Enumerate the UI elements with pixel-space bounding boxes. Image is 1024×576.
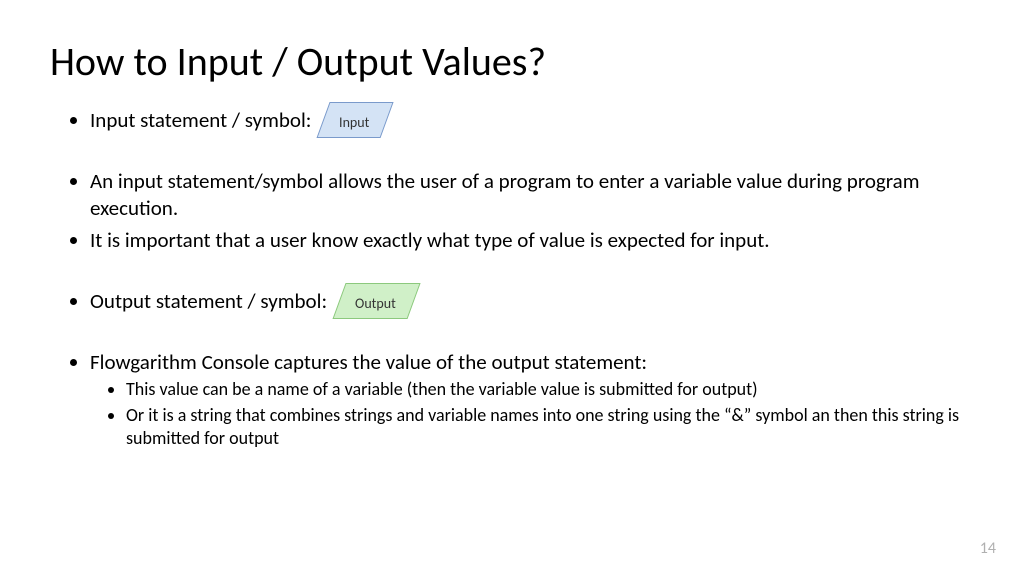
bullet-output-symbol: Output statement / symbol: Output xyxy=(90,283,974,319)
output-parallelogram-icon: Output xyxy=(332,283,420,319)
spacer xyxy=(90,259,974,277)
bullet-text: Output statement / symbol: xyxy=(90,288,327,314)
bullet-text: Input statement / symbol: xyxy=(90,107,311,133)
sub-bullet-string: Or it is a string that combines strings … xyxy=(126,404,974,449)
spacer xyxy=(90,325,974,343)
bullet-input-symbol: Input statement / symbol: Input xyxy=(90,102,974,138)
input-parallelogram-icon: Input xyxy=(317,102,394,138)
bullet-input-desc: An input statement/symbol allows the use… xyxy=(90,168,974,221)
output-shape-label: Output xyxy=(355,295,396,313)
input-shape-label: Input xyxy=(339,114,369,132)
page-number: 14 xyxy=(980,539,996,558)
sub-bullet-variable: This value can be a name of a variable (… xyxy=(126,378,974,401)
spacer xyxy=(90,144,974,162)
bullet-input-important: It is important that a user know exactly… xyxy=(90,227,974,253)
bullet-console-text: Flowgarithm Console captures the value o… xyxy=(90,349,647,375)
slide-title: How to Input / Output Values? xyxy=(50,40,974,84)
slide: How to Input / Output Values? Input stat… xyxy=(0,0,1024,576)
bullet-list: Input statement / symbol: Input An input… xyxy=(50,102,974,449)
sub-bullet-list: This value can be a name of a variable (… xyxy=(90,378,974,450)
bullet-console: Flowgarithm Console captures the value o… xyxy=(90,349,974,449)
